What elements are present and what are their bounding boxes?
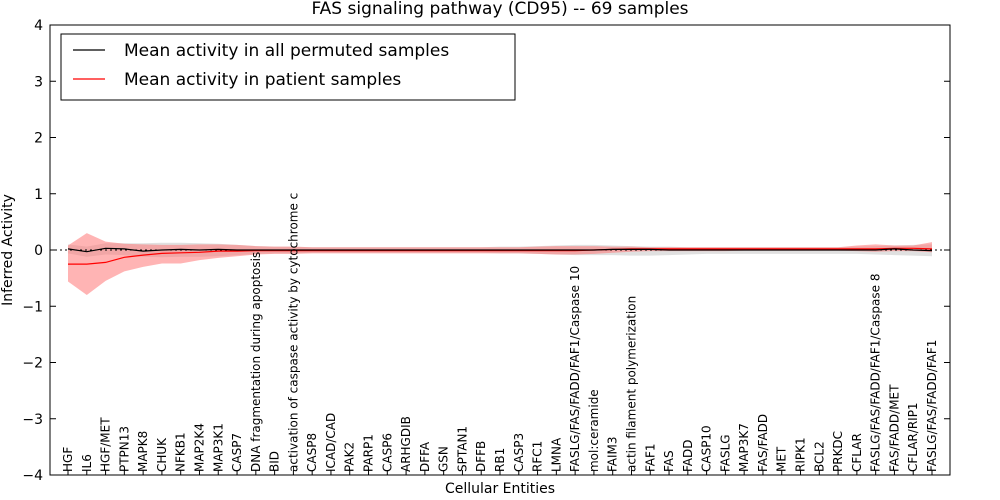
confidence-bands [68,233,932,295]
x-tick-label: ARHGDIB [399,416,413,472]
x-tick-label: HGF/MET [99,417,113,472]
x-tick-label: RIPK1 [794,437,808,472]
x-tick-label: LMNA [549,437,563,472]
x-tick-label: ICAD/CAD [324,413,338,472]
x-tick-label: activation of caspase activity by cytoch… [286,193,300,472]
x-tick-label: FAF1 [643,443,657,472]
y-tick-label: 4 [34,18,43,34]
x-tick-label: SPTAN1 [455,426,469,472]
x-tick-label: MAP2K4 [192,423,206,472]
y-tick-label: 2 [34,131,43,147]
x-tick-label: FAIM3 [606,436,620,472]
x-tick-label: MAP3K1 [211,423,225,472]
x-tick-label: CASP7 [230,433,244,472]
x-tick-label: CASP8 [305,433,319,472]
x-tick-label: PAK2 [343,442,357,472]
y-axis-label: Inferred Activity [0,194,16,306]
x-tick-label: MAPK8 [136,431,150,472]
x-tick-label: CASP10 [700,425,714,472]
chart-title: FAS signaling pathway (CD95) -- 69 sampl… [311,0,688,19]
x-tick-label: IL6 [80,454,94,472]
x-tick-label: NFKB1 [174,432,188,472]
x-tick-label: actin filament polymerization [624,296,638,472]
y-axis-ticks: −4 −3 −2 −1 0 1 2 3 4 [22,18,950,484]
y-tick-label: 0 [34,243,43,259]
x-tick-label: RFC1 [531,441,545,472]
y-tick-label: 1 [34,187,43,203]
x-tick-label: CHUK [155,437,169,472]
x-tick-label: GSN [437,446,451,472]
x-tick-label: CASP3 [512,433,526,472]
line-series-0 [67,247,933,253]
x-tick-label: CFLAR/RIP1 [906,402,920,472]
x-tick-labels: HGF IL6 HGF/MET PTPN13 MAPK8 CHUK NFKB1 MAP2K4 M… [61,193,939,475]
y-tick-label: −4 [22,468,43,484]
x-tick-label: BID [268,451,282,472]
x-axis-label: Cellular Entities [445,481,555,497]
x-tick-label: FAS [662,450,676,472]
x-tick-label: FAS/FADD [756,414,770,472]
x-tick-label: FASLG/FAS/FADD/FAF1 [925,340,939,472]
x-tick-label: DFFB [474,441,488,472]
y-tick-label: −3 [22,412,43,428]
x-tick-label: HGF [61,447,75,472]
x-tick-label: FASLG [718,434,732,472]
x-tick-label: FADD [681,440,695,473]
band-series-1 [68,233,932,295]
y-tick-label: 3 [34,74,43,90]
x-tick-label: mol:ceramide [587,389,601,472]
x-tick-label: FAS/FADD/MET [887,384,901,472]
x-tick-label: PRKDC [831,431,845,472]
legend-label-patient: Mean activity in patient samples [124,70,401,90]
x-tick-label: BCL2 [812,441,826,472]
x-tick-label: DNA fragmentation during apoptosis [249,252,263,472]
x-tick-label: RB1 [493,448,507,472]
legend-label-permuted: Mean activity in all permuted samples [124,41,449,61]
x-tick-label: DFFA [418,441,432,472]
y-tick-label: −2 [22,356,43,372]
x-tick-label: CASP6 [380,433,394,472]
x-tick-label: FASLG/FAS/FADD/FAF1/Caspase 10 [568,266,582,472]
x-tick-label: PARP1 [362,434,376,472]
x-tick-label: MAP3K7 [737,423,751,472]
legend-box [60,33,516,101]
x-tick-label: CFLAR [850,433,864,472]
legend: Mean activity in all permuted samples Me… [60,33,516,101]
series-lines [67,247,933,265]
x-tick-label: PTPN13 [117,426,131,472]
x-tick-label: FASLG/FAS/FADD/FAF1/Caspase 8 [869,274,883,472]
y-tick-label: −1 [22,299,43,315]
x-tick-label: MET [775,446,789,472]
